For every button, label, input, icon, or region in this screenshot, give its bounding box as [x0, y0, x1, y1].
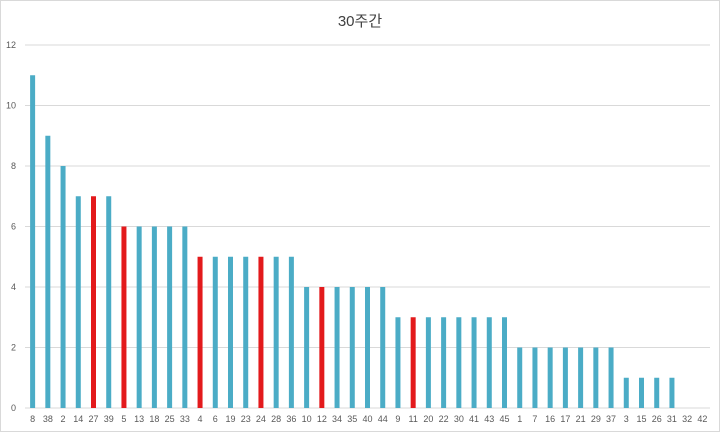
x-tick-label: 10 [302, 414, 312, 424]
bar-16 [547, 347, 553, 408]
x-tick-label: 8 [30, 414, 35, 424]
bar-2 [60, 166, 66, 408]
bar-9 [395, 317, 401, 408]
bar-5 [121, 226, 127, 408]
x-tick-label: 28 [271, 414, 281, 424]
x-tick-label: 13 [134, 414, 144, 424]
y-tick-label: 6 [11, 222, 16, 232]
x-tick-label: 30 [454, 414, 464, 424]
bar-12 [319, 287, 325, 408]
x-tick-label: 37 [606, 414, 616, 424]
x-tick-label: 20 [423, 414, 433, 424]
bar-44 [380, 287, 386, 408]
x-tick-label: 25 [165, 414, 175, 424]
x-tick-label: 35 [347, 414, 357, 424]
bar-34 [334, 287, 340, 408]
x-tick-label: 14 [73, 414, 83, 424]
x-tick-label: 22 [439, 414, 449, 424]
x-tick-label: 4 [198, 414, 203, 424]
x-tick-label: 32 [682, 414, 692, 424]
bar-29 [593, 347, 599, 408]
x-tick-label: 3 [624, 414, 629, 424]
bar-39 [106, 196, 112, 408]
bar-38 [45, 135, 51, 408]
y-tick-label: 0 [11, 403, 16, 413]
bar-45 [502, 317, 507, 408]
x-tick-label: 34 [332, 414, 342, 424]
bar-25 [167, 226, 173, 408]
x-tick-label: 27 [88, 414, 98, 424]
x-tick-label: 23 [241, 414, 251, 424]
bar-37 [608, 347, 614, 408]
x-tick-label: 29 [591, 414, 601, 424]
x-tick-label: 26 [652, 414, 662, 424]
bar-27 [91, 196, 96, 408]
bar-33 [182, 226, 188, 408]
x-tick-label: 18 [149, 414, 159, 424]
bar-36 [288, 256, 294, 408]
bar-17 [562, 347, 568, 408]
x-tick-label: 21 [576, 414, 586, 424]
x-tick-label: 5 [121, 414, 126, 424]
x-tick-label: 16 [545, 414, 555, 424]
bar-3 [623, 377, 629, 408]
y-tick-label: 12 [6, 40, 16, 50]
x-tick-label: 42 [697, 414, 707, 424]
x-tick-label: 2 [61, 414, 66, 424]
chart-title: 30주간 [337, 13, 383, 30]
x-tick-label: 38 [43, 414, 53, 424]
y-tick-label: 8 [11, 161, 16, 171]
x-tick-label: 9 [395, 414, 400, 424]
bar-6 [212, 256, 218, 408]
bar-8 [30, 75, 36, 408]
bar-20 [425, 317, 431, 408]
bar-35 [349, 287, 355, 408]
x-tick-label: 12 [317, 414, 327, 424]
x-tick-label: 39 [104, 414, 114, 424]
bar-1 [517, 347, 523, 408]
x-tick-label: 36 [286, 414, 296, 424]
bar-43 [486, 317, 492, 408]
bar-21 [578, 347, 584, 408]
bar-40 [365, 287, 370, 408]
bar-31 [669, 377, 675, 408]
x-tick-label: 17 [560, 414, 570, 424]
x-tick-label: 1 [517, 414, 522, 424]
bar-7 [532, 347, 538, 408]
x-tick-label: 7 [532, 414, 537, 424]
bar-30 [456, 317, 462, 408]
bar-14 [75, 196, 81, 408]
x-tick-label: 43 [484, 414, 494, 424]
x-tick-label: 31 [667, 414, 677, 424]
x-tick-label: 15 [636, 414, 646, 424]
bar-23 [243, 256, 249, 408]
bar-18 [151, 226, 157, 408]
bar-19 [228, 256, 233, 408]
x-tick-label: 45 [499, 414, 509, 424]
bar-10 [304, 287, 310, 408]
y-tick-label: 4 [11, 282, 16, 292]
x-tick-label: 40 [362, 414, 372, 424]
x-tick-label: 19 [225, 414, 235, 424]
bar-41 [471, 317, 477, 408]
y-tick-label: 2 [11, 343, 16, 353]
bar-22 [441, 317, 447, 408]
bar-24 [258, 256, 264, 408]
bar-13 [136, 226, 142, 408]
x-tick-label: 33 [180, 414, 190, 424]
bar-4 [197, 256, 203, 408]
x-tick-label: 11 [408, 414, 417, 424]
bar-26 [654, 377, 660, 408]
bar-11 [410, 317, 416, 408]
y-tick-label: 10 [6, 101, 16, 111]
x-tick-label: 24 [256, 414, 266, 424]
bar-28 [273, 256, 279, 408]
x-tick-label: 44 [378, 414, 388, 424]
x-tick-label: 41 [469, 414, 479, 424]
x-tick-label: 6 [213, 414, 218, 424]
bar-15 [639, 377, 644, 408]
